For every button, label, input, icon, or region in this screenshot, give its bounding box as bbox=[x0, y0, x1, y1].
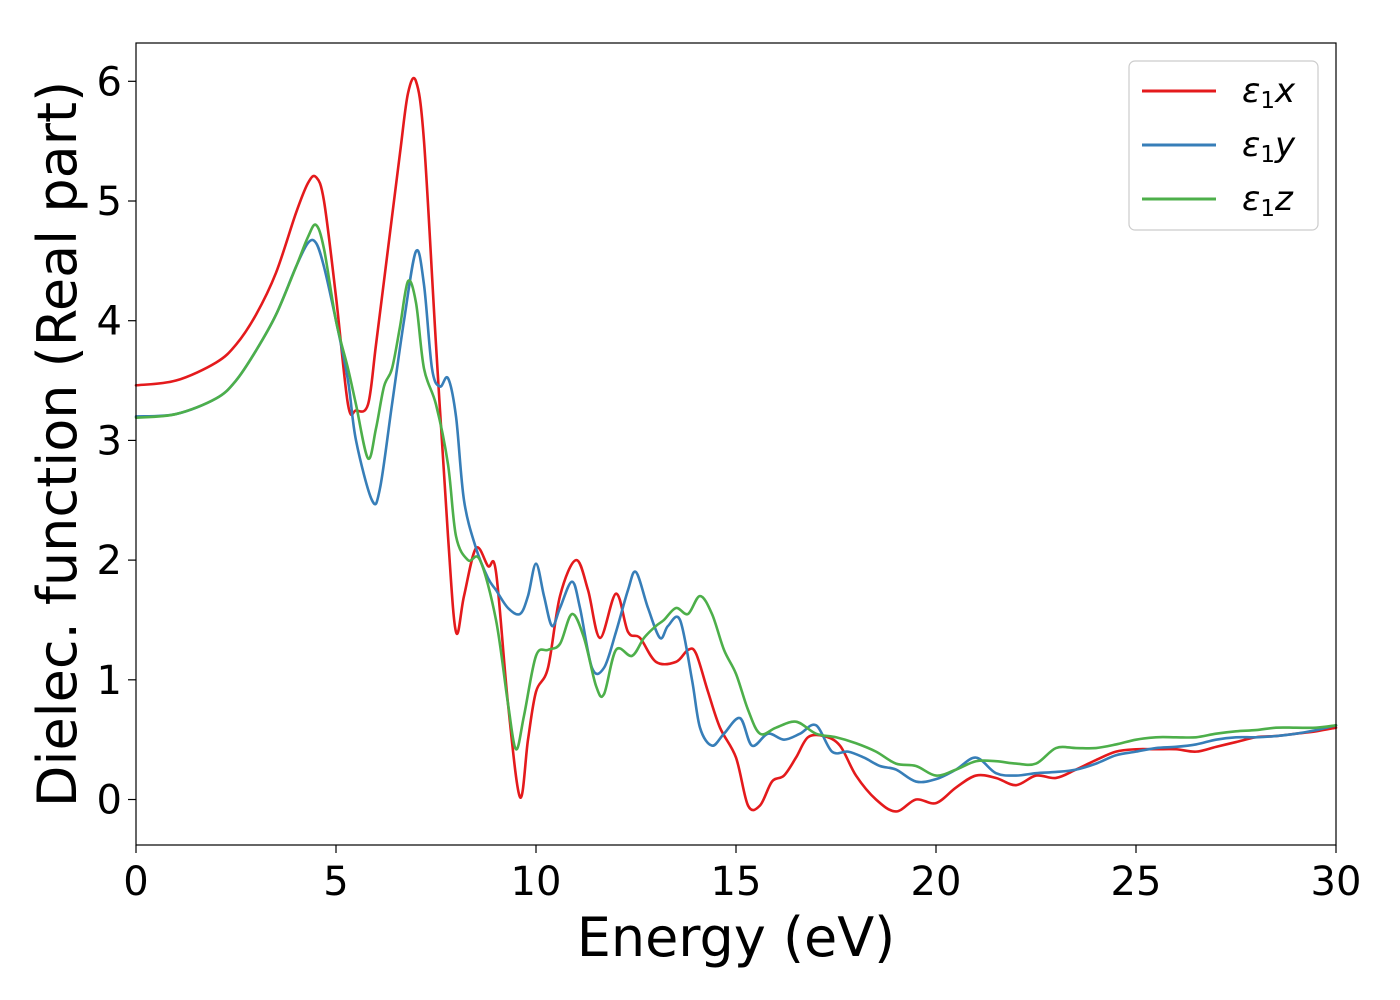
y-tick-label: 2 bbox=[97, 538, 122, 584]
x-tick-label: 25 bbox=[1111, 859, 1162, 905]
x-tick-label: 10 bbox=[511, 859, 562, 905]
y-axis-title: Dielec. function (Real part) bbox=[26, 81, 89, 807]
y-axis-ticks: 0 1 2 3 4 5 6 bbox=[97, 59, 136, 824]
x-tick-label: 15 bbox=[711, 859, 762, 905]
series-line-x bbox=[134, 76, 1338, 813]
legend-label-x: ε1x bbox=[1242, 71, 1296, 114]
y-tick-label: 0 bbox=[97, 778, 122, 824]
y-tick-label: 4 bbox=[97, 299, 122, 345]
x-axis-title: Energy (eV) bbox=[577, 906, 896, 969]
legend-box bbox=[1128, 60, 1319, 231]
legend-label-z: ε1z bbox=[1242, 179, 1294, 222]
x-tick-label: 0 bbox=[123, 859, 148, 905]
legend: ε1x ε1y ε1z bbox=[1128, 60, 1319, 231]
x-axis-ticks: 0 5 10 15 20 25 30 bbox=[123, 845, 1361, 905]
x-tick-label: 5 bbox=[323, 859, 348, 905]
legend-label-y: ε1y bbox=[1242, 125, 1296, 168]
y-tick-label: 3 bbox=[97, 418, 122, 464]
series-line-z bbox=[134, 223, 1338, 777]
y-tick-label: 5 bbox=[97, 179, 122, 225]
x-tick-label: 20 bbox=[911, 859, 962, 905]
y-tick-label: 6 bbox=[97, 59, 122, 105]
x-tick-label: 30 bbox=[1311, 859, 1362, 905]
y-tick-label: 1 bbox=[97, 658, 122, 704]
series-layer bbox=[134, 76, 1338, 813]
series-line-y bbox=[134, 238, 1338, 784]
